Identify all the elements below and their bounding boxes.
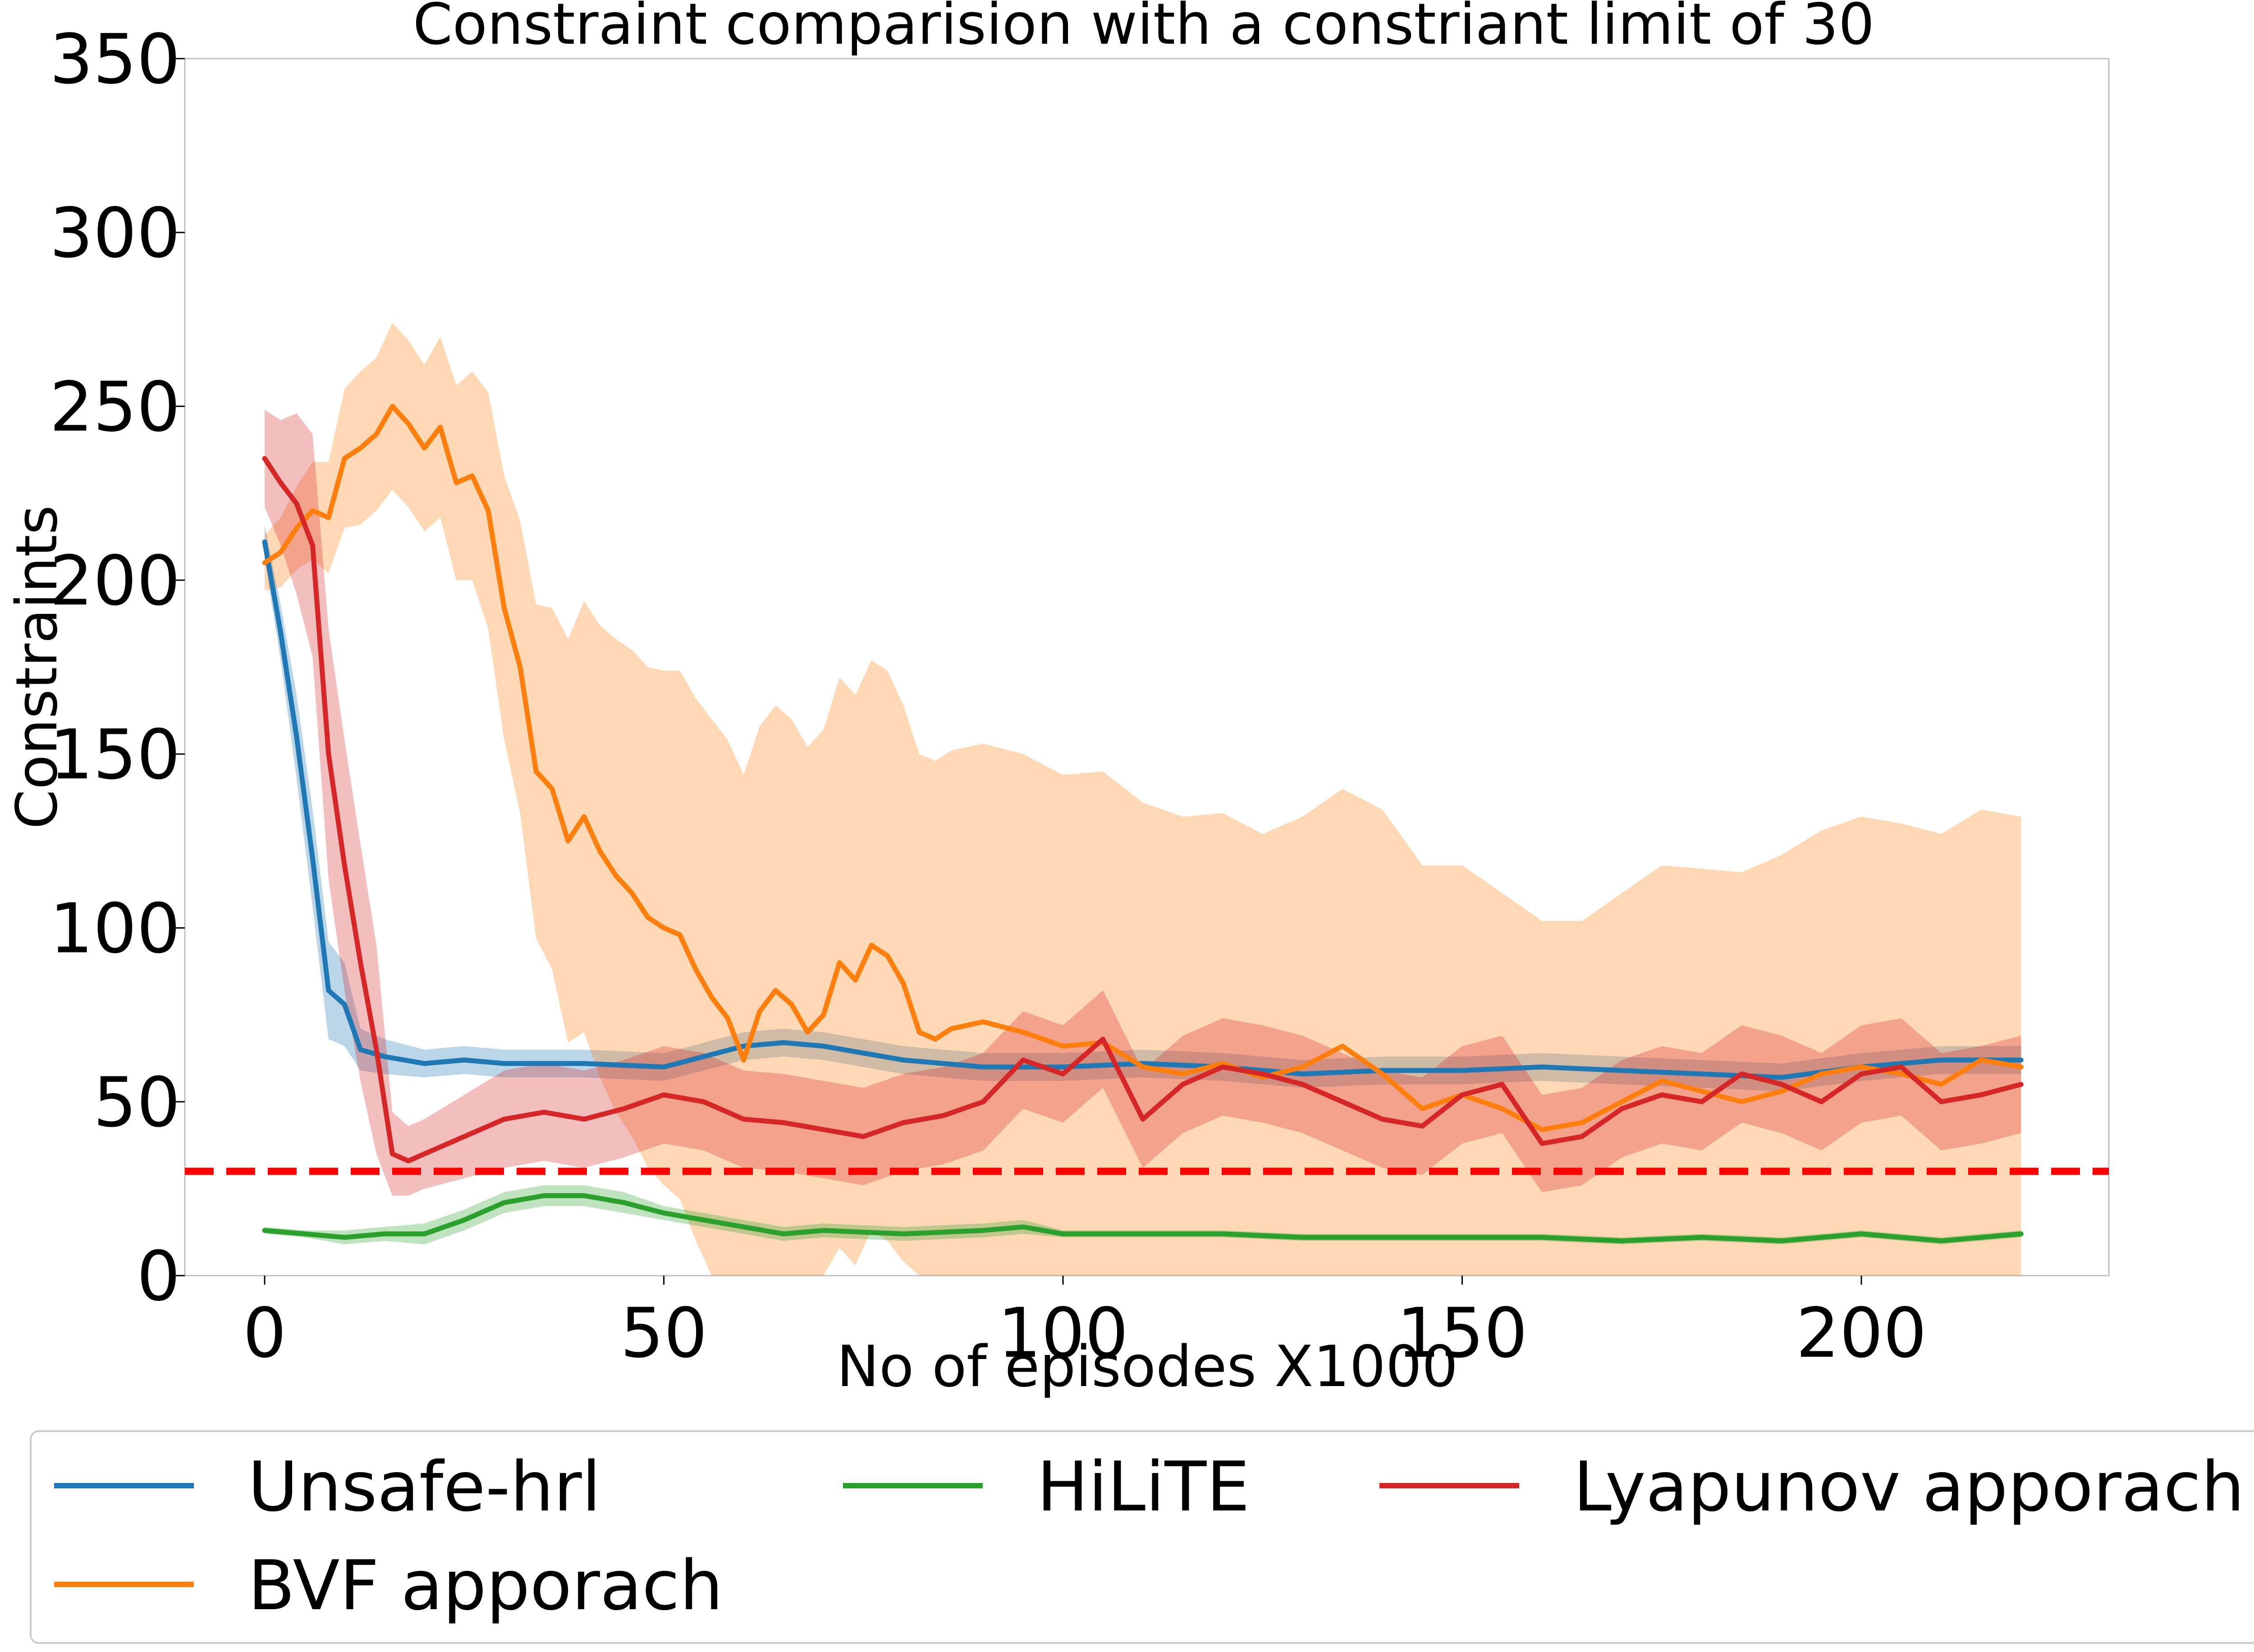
y-tick-label: 150: [50, 715, 180, 795]
legend-entry: Lyapunov apporach: [1573, 1447, 2245, 1527]
x-axis-ticks: 0 50 100 150 200: [243, 1276, 1927, 1373]
legend-box: [30, 1430, 2254, 1644]
y-tick-label: 250: [50, 367, 180, 447]
x-tick-label: 100: [998, 1293, 1128, 1373]
chart-title: Constraint comparision with a constriant…: [413, 0, 1874, 57]
band-series-1: [265, 323, 2021, 1276]
y-tick-label: 350: [50, 19, 180, 99]
x-tick-label: 0: [243, 1293, 287, 1373]
legend-entry: HiLiTE: [1037, 1447, 1250, 1527]
x-tick-label: 150: [1397, 1293, 1527, 1373]
line-series-2: [262, 1193, 2024, 1244]
x-tick-label: 50: [620, 1293, 707, 1373]
y-axis-label: Constraints: [4, 505, 70, 829]
x-axis-label: No of episodes X1000: [837, 1333, 1458, 1400]
legend-entry: Unsafe-hrl: [248, 1447, 601, 1527]
series-lines: [262, 403, 2024, 1244]
line-series-0: [262, 539, 2024, 1080]
band-series-3: [265, 410, 2021, 1196]
line-series-3: [262, 456, 2024, 1163]
y-tick-label: 300: [50, 193, 180, 273]
legend-entry: BVF apporach: [248, 1546, 723, 1625]
y-tick-label: 0: [137, 1236, 180, 1316]
confidence-bands: [265, 323, 2021, 1276]
y-tick-label: 200: [50, 541, 180, 621]
y-tick-label: 50: [93, 1062, 180, 1142]
legend: Unsafe-hrl BVF apporach HiLiTE Lyapunov app…: [30, 1430, 2254, 1644]
y-tick-label: 100: [50, 889, 180, 969]
y-axis-ticks: 0 50 100 150 200 250 300 350: [50, 19, 185, 1316]
plot-area: [184, 58, 2110, 1277]
x-tick-label: 200: [1796, 1293, 1927, 1373]
line-series-1: [262, 403, 2024, 1132]
